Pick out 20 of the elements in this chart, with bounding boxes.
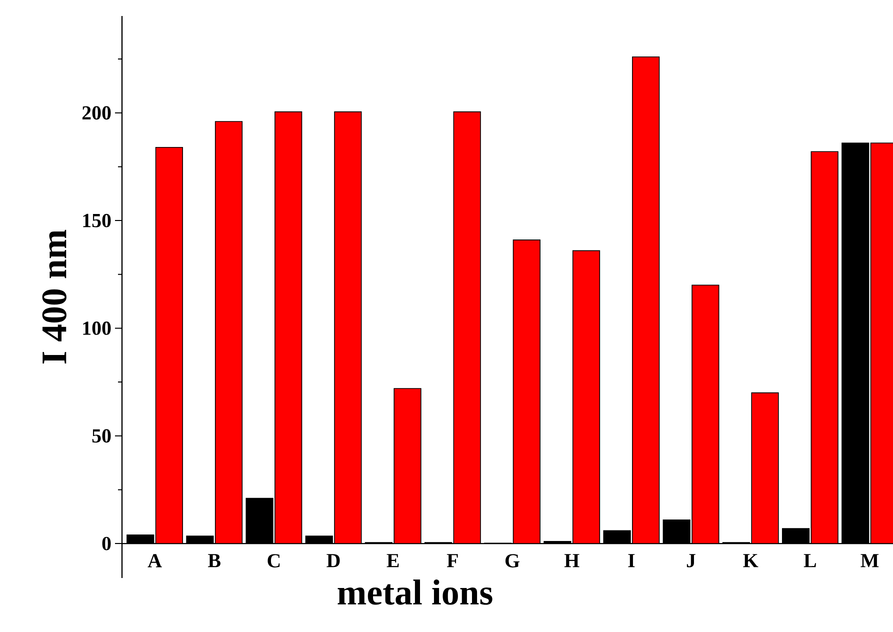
y-tick-label: 0 [102,536,111,550]
x-tick-label: C [268,554,280,568]
x-axis-title: metal ions [338,580,492,605]
y-tick-label: 50 [92,429,111,443]
y-tick-label: 100 [83,321,111,335]
x-tick-label: F [446,554,458,568]
x-tick-label: I [628,554,635,568]
x-tick-label: K [743,554,758,568]
x-tick-label: A [148,554,162,568]
x-tick-label: H [564,554,580,568]
y-tick-label: 150 [83,214,111,228]
x-tick-label: E [386,554,399,568]
x-tick-label: L [804,554,816,568]
x-tick-label: M [860,554,879,568]
y-axis-title: I 400 nm [42,230,66,364]
x-tick-label: D [326,554,340,568]
x-tick-label: B [208,554,220,568]
x-tick-label: J [686,554,696,568]
y-tick-label: 200 [82,106,111,120]
x-tick-label: G [505,554,520,568]
